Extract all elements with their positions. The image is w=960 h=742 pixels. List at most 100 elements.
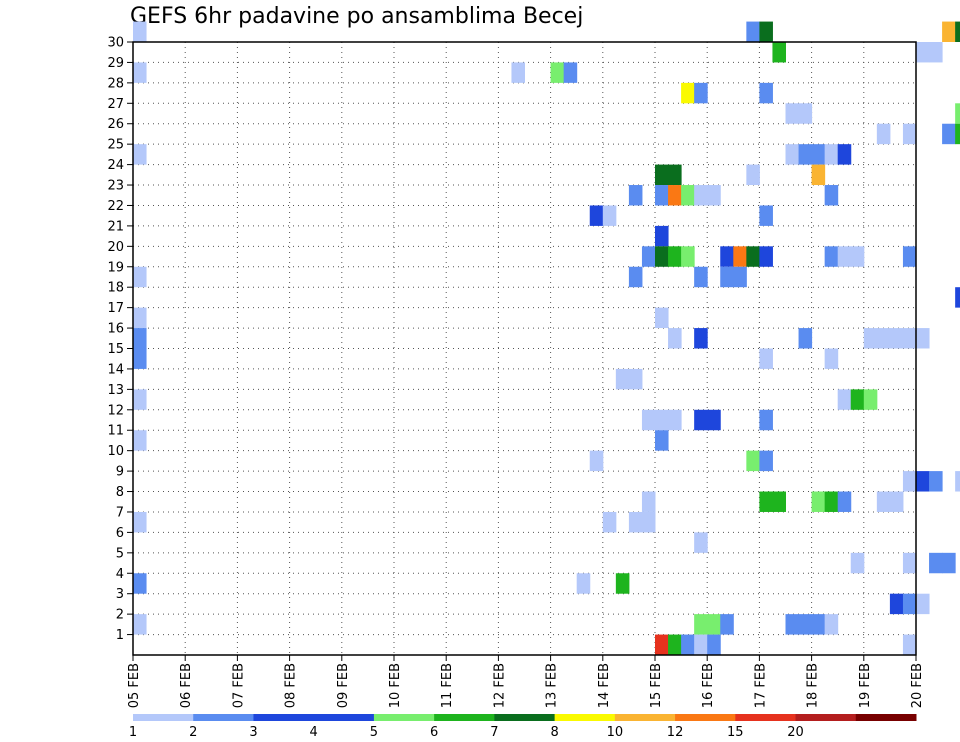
colorbar-swatch	[675, 714, 736, 721]
data-cell	[694, 266, 708, 288]
data-cell	[902, 471, 917, 492]
data-cell	[615, 573, 630, 594]
data-cell	[615, 368, 630, 390]
data-cell	[916, 471, 930, 492]
data-cell	[929, 552, 943, 574]
data-cell	[681, 246, 695, 267]
colorbar-label: 15	[727, 725, 744, 740]
y-tick-label: 23	[107, 179, 124, 194]
data-cell	[694, 409, 708, 431]
data-cell	[589, 450, 604, 472]
data-cell	[759, 82, 773, 104]
data-cell	[641, 511, 656, 533]
data-cell	[759, 450, 773, 472]
data-cell	[655, 164, 669, 186]
x-tick-label: 14 FEB	[597, 663, 612, 708]
data-cell	[511, 62, 525, 83]
y-tick-label: 24	[107, 158, 124, 173]
data-cell	[133, 307, 147, 329]
data-cell	[785, 103, 800, 124]
data-cell	[942, 21, 956, 42]
colorbar-label: 8	[550, 725, 558, 740]
x-tick-label: 06 FEB	[179, 663, 194, 708]
colorbar-swatch	[133, 714, 194, 721]
y-tick-label: 22	[107, 199, 124, 214]
x-tick-label: 05 FEB	[127, 663, 142, 708]
data-cell	[655, 185, 669, 206]
data-cell	[694, 185, 708, 206]
y-tick-label: 13	[107, 383, 124, 398]
data-cell	[694, 634, 708, 655]
x-tick-label: 13 FEB	[545, 663, 560, 708]
data-cell	[837, 389, 852, 410]
data-cell	[133, 389, 147, 410]
colorbar-label: 20	[787, 725, 804, 740]
data-cell	[837, 246, 852, 267]
colorbar-swatch	[313, 714, 375, 721]
y-tick-label: 25	[107, 138, 124, 153]
data-cell	[707, 614, 721, 635]
colorbar-label: 1	[129, 725, 137, 740]
data-cell	[641, 246, 656, 267]
colorbar-legend: 1 2 3 4 5 6 7 8 10 12 15 20	[129, 714, 917, 740]
data-cell	[772, 491, 786, 512]
x-tick-label: 09 FEB	[336, 663, 351, 708]
y-tick-label: 8	[116, 485, 124, 500]
data-cell	[628, 266, 643, 288]
data-cell	[628, 511, 643, 533]
data-cell	[602, 511, 617, 533]
data-cell	[798, 103, 813, 124]
data-cell	[133, 21, 147, 42]
data-cell	[889, 593, 904, 615]
y-tick-label: 21	[107, 219, 124, 234]
y-tick-label: 12	[107, 403, 124, 418]
colorbar-label: 10	[607, 725, 624, 740]
data-cell	[798, 144, 813, 165]
data-cell	[746, 164, 760, 186]
data-cell	[850, 552, 865, 574]
x-tick-label: 16 FEB	[701, 663, 716, 708]
data-cell	[902, 552, 917, 574]
data-cell	[837, 144, 852, 165]
y-tick-label: 28	[107, 76, 124, 91]
x-tick-label: 17 FEB	[753, 663, 768, 708]
colorbar-swatch	[795, 714, 857, 721]
data-cell	[133, 614, 147, 635]
data-cell	[785, 614, 800, 635]
x-axis: 05 FEB 06 FEB 07 FEB 08 FEB 09 FEB 10 FEB 11 F…	[127, 655, 925, 708]
y-tick-label: 26	[107, 117, 124, 132]
data-cell	[811, 614, 826, 635]
data-cell	[733, 266, 747, 288]
data-cell	[681, 634, 695, 655]
data-cell	[720, 614, 734, 635]
y-axis: 1234567891011121314151617181920212223242…	[107, 36, 133, 643]
data-cell	[916, 42, 930, 63]
data-cell	[929, 471, 943, 492]
data-cell	[759, 491, 773, 512]
data-cell	[955, 287, 960, 308]
data-cell	[942, 552, 956, 574]
data-cell	[707, 409, 721, 431]
colorbar-label: 5	[370, 725, 378, 740]
data-cell	[133, 266, 147, 288]
data-cell	[876, 123, 891, 145]
data-cell	[668, 328, 682, 349]
data-cell	[759, 348, 773, 369]
x-tick-label: 19 FEB	[858, 663, 873, 708]
data-cell	[798, 328, 813, 349]
data-cell	[628, 368, 643, 390]
y-tick-label: 9	[116, 465, 124, 480]
data-cell	[824, 144, 839, 165]
data-cell	[942, 123, 956, 145]
colorbar-label: 12	[667, 725, 684, 740]
y-tick-label: 2	[116, 608, 124, 623]
data-cell	[759, 21, 773, 42]
data-cell	[133, 144, 147, 165]
data-cell	[902, 634, 917, 655]
data-cell	[824, 348, 839, 369]
data-cell	[668, 164, 682, 186]
colorbar-label: 2	[189, 725, 197, 740]
data-cell	[133, 430, 147, 451]
data-cell	[589, 205, 604, 226]
x-tick-label: 20 FEB	[910, 663, 925, 708]
